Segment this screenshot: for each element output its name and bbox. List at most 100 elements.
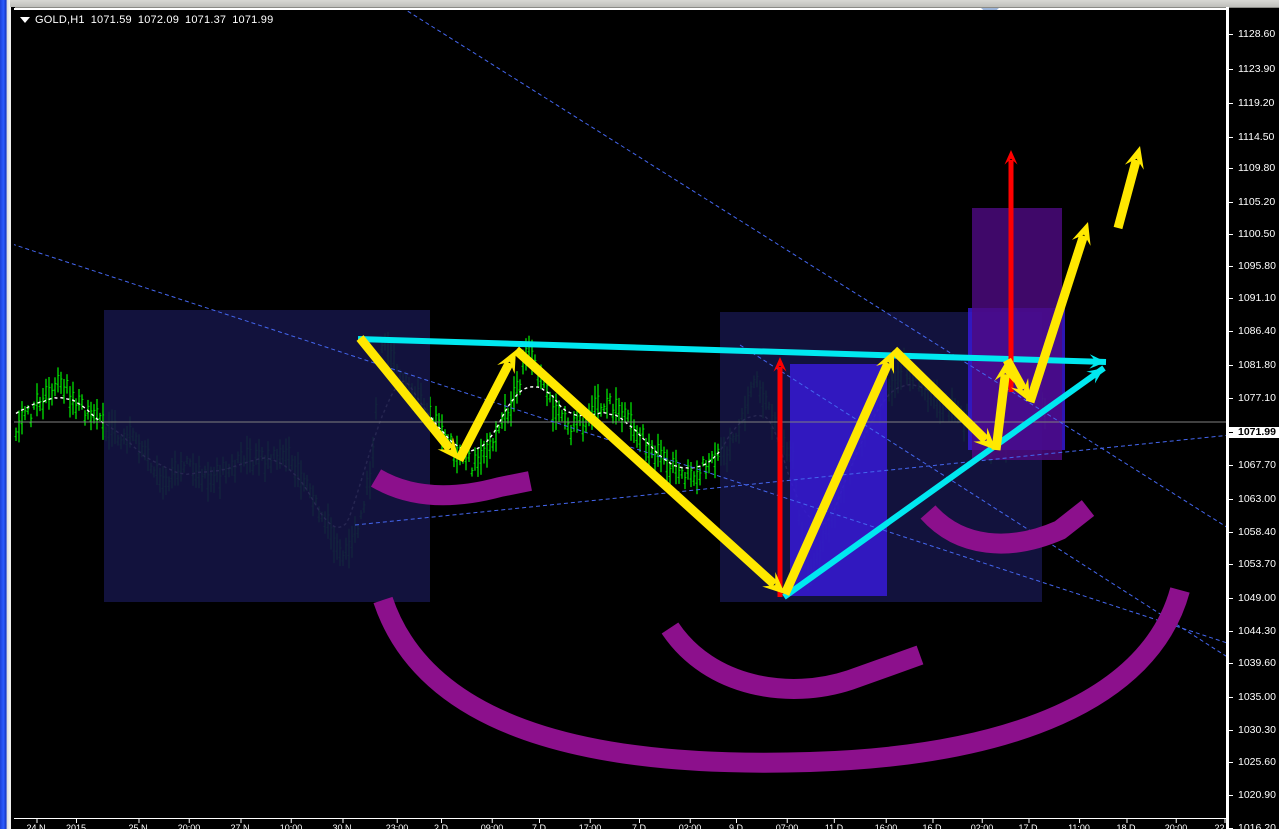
time-tick-label: 20:00: [177, 823, 201, 829]
rectangle-annotations-layer[interactable]: [14, 10, 1226, 820]
trendline-blue-1[interactable]: [14, 244, 1226, 660]
red-arrow-right-arrowhead: [1004, 150, 1018, 165]
yellow-arrows-layer[interactable]: [14, 10, 1226, 820]
time-tick-label: 10:00: [279, 823, 303, 829]
purple-mouth-inner[interactable]: [661, 622, 924, 699]
price-tick: 1020.90: [1229, 790, 1279, 801]
ohlc-open: 1071.59: [90, 14, 132, 26]
time-tick: 22 D: [1214, 819, 1226, 829]
purple-eye-left[interactable]: [370, 469, 532, 506]
price-tick: 1067.70: [1229, 460, 1279, 471]
time-tick: 17 D: [1018, 819, 1038, 829]
time-tick: 11:00: [1068, 819, 1090, 829]
symbol-name: GOLD,H1: [35, 14, 85, 26]
purple-eye-right[interactable]: [920, 500, 1095, 554]
time-tick-mark: [341, 819, 343, 823]
time-axis[interactable]: 24 N 2015 25 N 20:00 27 N 10:00 30 N 23:00 2 D 09…: [14, 818, 1226, 829]
time-tick-mark: [538, 819, 540, 823]
price-tick: 1049.00: [1229, 593, 1279, 604]
price-tick: 1035.00: [1229, 692, 1279, 703]
time-tick: 23:00: [386, 819, 408, 829]
price-tick: 1016.20: [1229, 823, 1279, 829]
window-left-border: [0, 0, 10, 829]
time-tick-label: 02:00: [970, 823, 994, 829]
time-tick: 27 N: [230, 819, 250, 829]
cyan-trendlines-layer[interactable]: [14, 10, 1226, 820]
yellow-wave-right-segment[interactable]: [890, 346, 989, 444]
time-tick: 02:00: [678, 819, 702, 829]
time-tick: 7 D: [531, 819, 547, 829]
time-tick-mark: [35, 819, 37, 823]
time-tick-label: 18 D: [1116, 823, 1136, 829]
red-arrows-layer[interactable]: [14, 10, 1226, 820]
ohlc-close: 1071.99: [232, 14, 274, 26]
trendline-blue-3[interactable]: [354, 430, 1226, 526]
time-tick: 16 D: [922, 819, 942, 829]
purple-drawings-layer[interactable]: [14, 10, 1226, 820]
yellow-wave-right-arrowhead: [1072, 222, 1091, 246]
price-tick: 1044.30: [1229, 626, 1279, 637]
rect-right-purple[interactable]: [972, 208, 1062, 460]
time-tick-mark: [886, 819, 887, 823]
time-tick-mark: [638, 819, 640, 823]
time-tick-label: 02:00: [678, 823, 702, 829]
chart-right-frame: [1226, 7, 1229, 829]
trendline-blue-4[interactable]: [739, 344, 1226, 690]
time-tick-label: 17:00: [578, 823, 602, 829]
yellow-wave-right-segment[interactable]: [1003, 357, 1028, 392]
blue-trendlines-layer[interactable]: [14, 10, 1226, 820]
time-tick-mark: [931, 819, 933, 823]
yellow-wave-left-segment[interactable]: [455, 360, 514, 463]
red-arrow-left-arrowhead: [773, 357, 787, 372]
price-tick-current: 1071.99: [1229, 427, 1279, 438]
window-left-inner-border: [10, 7, 15, 829]
symbol-ohlc-label[interactable]: GOLD,H1 1071.59 1072.09 1071.37 1071.99: [20, 14, 273, 26]
time-tick: 30 N: [332, 819, 352, 829]
time-tick: 17:00: [578, 819, 602, 829]
cyan-resistance[interactable]: [357, 336, 1107, 365]
yellow-wave-right-arrowhead: [1010, 378, 1030, 402]
time-tick-label: 11:00: [1068, 823, 1090, 829]
chart-plot-area[interactable]: GOLD,H1 1071.59 1072.09 1071.37 1071.99: [14, 10, 1226, 820]
yellow-wave-left-segment[interactable]: [512, 346, 778, 588]
time-tick: 25 N: [128, 819, 148, 829]
time-tick-label: 2015: [65, 823, 87, 829]
time-tick-mark: [1027, 819, 1029, 823]
ohlc-high: 1072.09: [137, 14, 180, 26]
price-tick: 1095.80: [1229, 261, 1279, 272]
yellow-wave-left-segment[interactable]: [356, 335, 454, 452]
yellow-wave-right-segment[interactable]: [1025, 234, 1088, 404]
chevron-down-icon[interactable]: [20, 17, 30, 24]
yellow-wave-right-segment[interactable]: [780, 361, 893, 596]
purple-mouth-outer[interactable]: [373, 587, 1190, 773]
time-tick-mark: [1078, 819, 1080, 823]
yellow-wave-right-segment[interactable]: [991, 373, 1010, 451]
price-axis[interactable]: 1128.60 1123.90 1119.20 1114.50 1109.80 1105.…: [1229, 10, 1279, 829]
time-tick: 11 D: [824, 819, 844, 829]
price-tick: 1119.20: [1229, 98, 1279, 109]
time-tick-label: 17 D: [1018, 823, 1038, 829]
time-tick-label: 9 D: [728, 823, 744, 829]
trendline-blue-2[interactable]: [390, 10, 1226, 560]
time-tick-mark: [735, 819, 737, 823]
price-tick: 1039.60: [1229, 658, 1279, 669]
time-tick: 07:00: [775, 819, 799, 829]
price-tick: 1030.30: [1229, 725, 1279, 736]
time-tick-label: 7 D: [531, 823, 547, 829]
time-tick-mark: [76, 819, 77, 823]
time-tick-mark: [590, 819, 591, 823]
time-tick: 24 N: [26, 819, 46, 829]
price-tick: 1086.40: [1229, 326, 1279, 337]
time-tick-label: 27 N: [230, 823, 250, 829]
yellow-wave-left-arrowhead: [437, 436, 459, 460]
ohlc-low: 1071.37: [185, 14, 227, 26]
yellow-wave-left-arrowhead: [762, 572, 785, 594]
time-tick-label: 11 D: [824, 823, 844, 829]
time-tick: 09:00: [481, 819, 503, 829]
yellow-breakout-arrow-segment[interactable]: [1113, 158, 1141, 230]
price-tick: 1025.60: [1229, 757, 1279, 768]
time-tick-mark: [189, 819, 190, 823]
time-tick: 10:00: [279, 819, 303, 829]
cyan-support[interactable]: [782, 365, 1106, 600]
time-tick-label: 07:00: [775, 823, 799, 829]
